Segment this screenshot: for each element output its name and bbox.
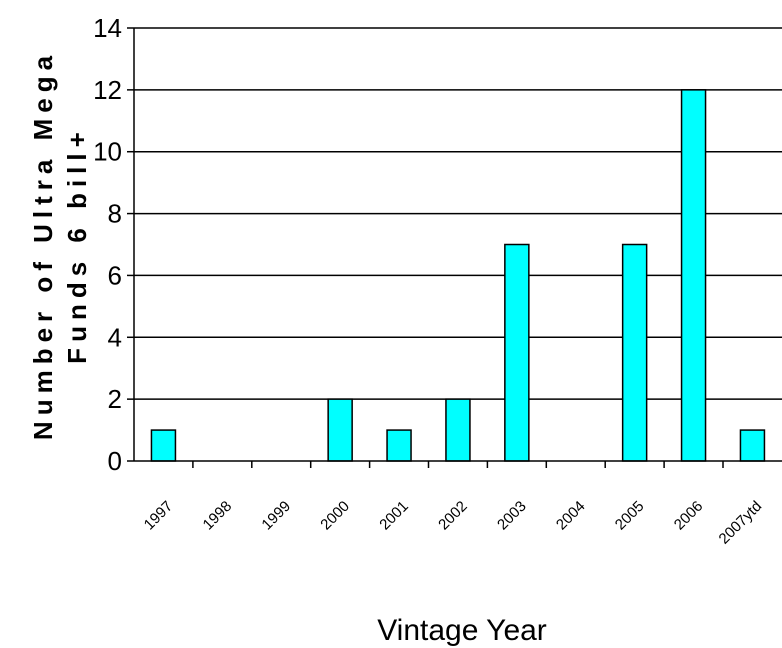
bar-2001 [386,429,412,462]
x-tick-label-2005: 2005 [612,498,648,534]
y-tick-label-4: 4 [108,322,122,352]
y-tick-label-8: 8 [108,199,122,229]
y-tick-label-12: 12 [93,75,122,105]
gridlines [134,27,782,400]
bar-1997 [150,429,177,462]
x-tick-labels: 1997 1998 1999 2000 2001 2002 2003 2004 2005 2006… [141,498,766,548]
y-axis-title-line2: Funds 6 bill+ [62,126,92,364]
x-tick-label-2006: 2006 [671,498,707,534]
x-tick-label-2002: 2002 [435,498,471,534]
bar-2003 [504,243,530,462]
y-tick-label-6: 6 [108,260,122,290]
bar-2005 [621,243,648,462]
y-tick-label-2: 2 [108,384,122,414]
y-tick-label-10: 10 [93,137,122,167]
bar-2007ytd [739,429,766,462]
x-tick-label-1999: 1999 [258,498,294,534]
y-axis-title-line1: Number of Ultra Mega [28,50,58,440]
x-tick-label-2001: 2001 [376,498,412,534]
x-tick-label-1997: 1997 [141,498,177,534]
bars [150,89,766,462]
bar-2002 [445,398,471,462]
x-tick-label-1998: 1998 [200,498,236,534]
x-tick-label-2004: 2004 [553,498,589,534]
y-tick-labels: 0 2 4 6 8 10 12 14 [93,13,122,476]
y-axis-title: Number of Ultra Mega Funds 6 bill+ [28,50,92,440]
x-tick-label-2000: 2000 [317,498,353,534]
x-tick-label-2007ytd: 2007ytd [716,498,766,548]
y-tick-label-0: 0 [108,446,122,476]
bar-2000 [327,398,353,462]
x-tick-label-2003: 2003 [494,498,530,534]
x-axis-title: Vintage Year [377,614,547,647]
bar-2006 [680,89,707,462]
y-tick-label-14: 14 [93,13,122,43]
axes [127,27,782,468]
